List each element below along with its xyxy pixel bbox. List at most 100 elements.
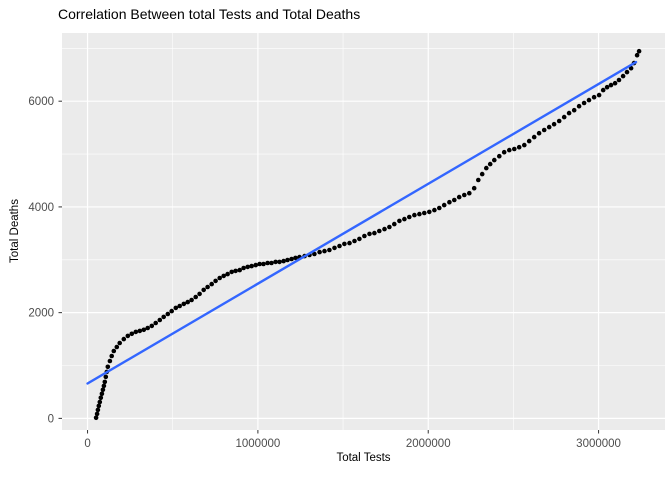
data-point xyxy=(586,97,592,103)
data-point xyxy=(177,303,182,309)
data-point xyxy=(133,329,139,335)
data-point xyxy=(102,379,108,385)
data-point xyxy=(628,65,634,71)
data-point xyxy=(531,134,537,140)
data-point xyxy=(327,247,332,253)
data-point xyxy=(103,374,109,380)
data-point xyxy=(245,264,250,270)
data-point xyxy=(551,121,557,127)
y-tick-label: 6000 xyxy=(28,96,54,108)
y-tick-label: 2000 xyxy=(28,308,54,320)
data-point xyxy=(193,294,198,300)
data-point xyxy=(189,297,194,303)
x-tick-label: 0 xyxy=(84,438,90,450)
data-point xyxy=(229,269,234,275)
data-point xyxy=(253,262,258,268)
data-point xyxy=(181,301,187,307)
data-point xyxy=(129,331,135,337)
data-point xyxy=(109,353,114,359)
data-point xyxy=(111,348,117,354)
data-point xyxy=(636,48,642,54)
data-point xyxy=(153,320,158,326)
data-point xyxy=(185,299,190,305)
data-point xyxy=(462,192,467,198)
data-point xyxy=(237,267,242,273)
data-point xyxy=(516,144,522,150)
y-tick-label: 0 xyxy=(48,413,54,425)
x-tick-label: 3000000 xyxy=(576,438,621,450)
data-point xyxy=(536,130,542,136)
data-point xyxy=(205,284,210,290)
data-point xyxy=(289,256,294,262)
data-point xyxy=(98,395,104,401)
data-point xyxy=(149,323,155,329)
data-point xyxy=(561,114,567,120)
data-point xyxy=(145,325,150,331)
data-point xyxy=(357,236,362,242)
data-point xyxy=(402,216,407,222)
data-point xyxy=(372,230,377,236)
data-point xyxy=(476,177,481,183)
data-point xyxy=(293,255,298,261)
data-point xyxy=(173,305,179,311)
data-point xyxy=(452,197,457,203)
x-tick-label: 2000000 xyxy=(406,438,451,450)
data-point xyxy=(107,358,113,364)
data-point xyxy=(317,249,322,255)
data-point xyxy=(427,209,432,215)
chart-title: Correlation Between total Tests and Tota… xyxy=(58,6,361,22)
data-point xyxy=(249,263,254,269)
data-point xyxy=(169,308,174,314)
x-tick-labels: 0 1000000 2000000 3000000 xyxy=(84,438,621,450)
scatter-points xyxy=(93,48,642,421)
data-point xyxy=(526,138,532,144)
data-point xyxy=(97,399,103,405)
data-point xyxy=(612,80,618,86)
data-point xyxy=(432,207,437,213)
data-point xyxy=(277,259,282,265)
data-point xyxy=(512,146,517,152)
data-point xyxy=(141,327,147,333)
data-point xyxy=(225,271,230,277)
data-point xyxy=(273,259,278,265)
data-point xyxy=(94,411,100,417)
data-point xyxy=(105,364,111,370)
plot-panel xyxy=(62,33,665,430)
y-tick-labels: 0 2000 4000 6000 xyxy=(28,96,54,425)
data-point xyxy=(322,248,327,254)
minor-gridlines xyxy=(62,33,665,430)
data-point xyxy=(387,224,392,230)
data-point xyxy=(546,124,552,130)
data-point xyxy=(604,84,610,90)
data-point xyxy=(608,82,614,88)
data-point xyxy=(397,218,402,224)
data-point xyxy=(93,415,99,421)
data-point xyxy=(165,311,171,317)
data-point xyxy=(347,240,352,246)
data-point xyxy=(342,241,347,247)
data-point xyxy=(522,142,527,148)
data-point xyxy=(95,407,101,413)
data-point xyxy=(241,265,246,271)
data-point xyxy=(281,258,286,264)
data-point xyxy=(157,317,163,323)
data-point xyxy=(209,281,214,287)
data-point xyxy=(377,228,382,234)
data-point xyxy=(261,261,266,267)
data-point xyxy=(352,238,357,244)
data-point xyxy=(213,278,218,284)
data-point xyxy=(576,103,582,109)
trend-line xyxy=(86,60,638,385)
data-point xyxy=(332,245,337,251)
data-point xyxy=(362,233,367,239)
data-point xyxy=(96,403,102,409)
data-point xyxy=(541,127,547,133)
data-point xyxy=(507,147,512,153)
data-point xyxy=(471,185,477,191)
data-point xyxy=(571,107,577,113)
data-point xyxy=(492,157,497,163)
data-point xyxy=(265,260,270,266)
data-point xyxy=(217,275,222,281)
data-point xyxy=(233,268,238,274)
